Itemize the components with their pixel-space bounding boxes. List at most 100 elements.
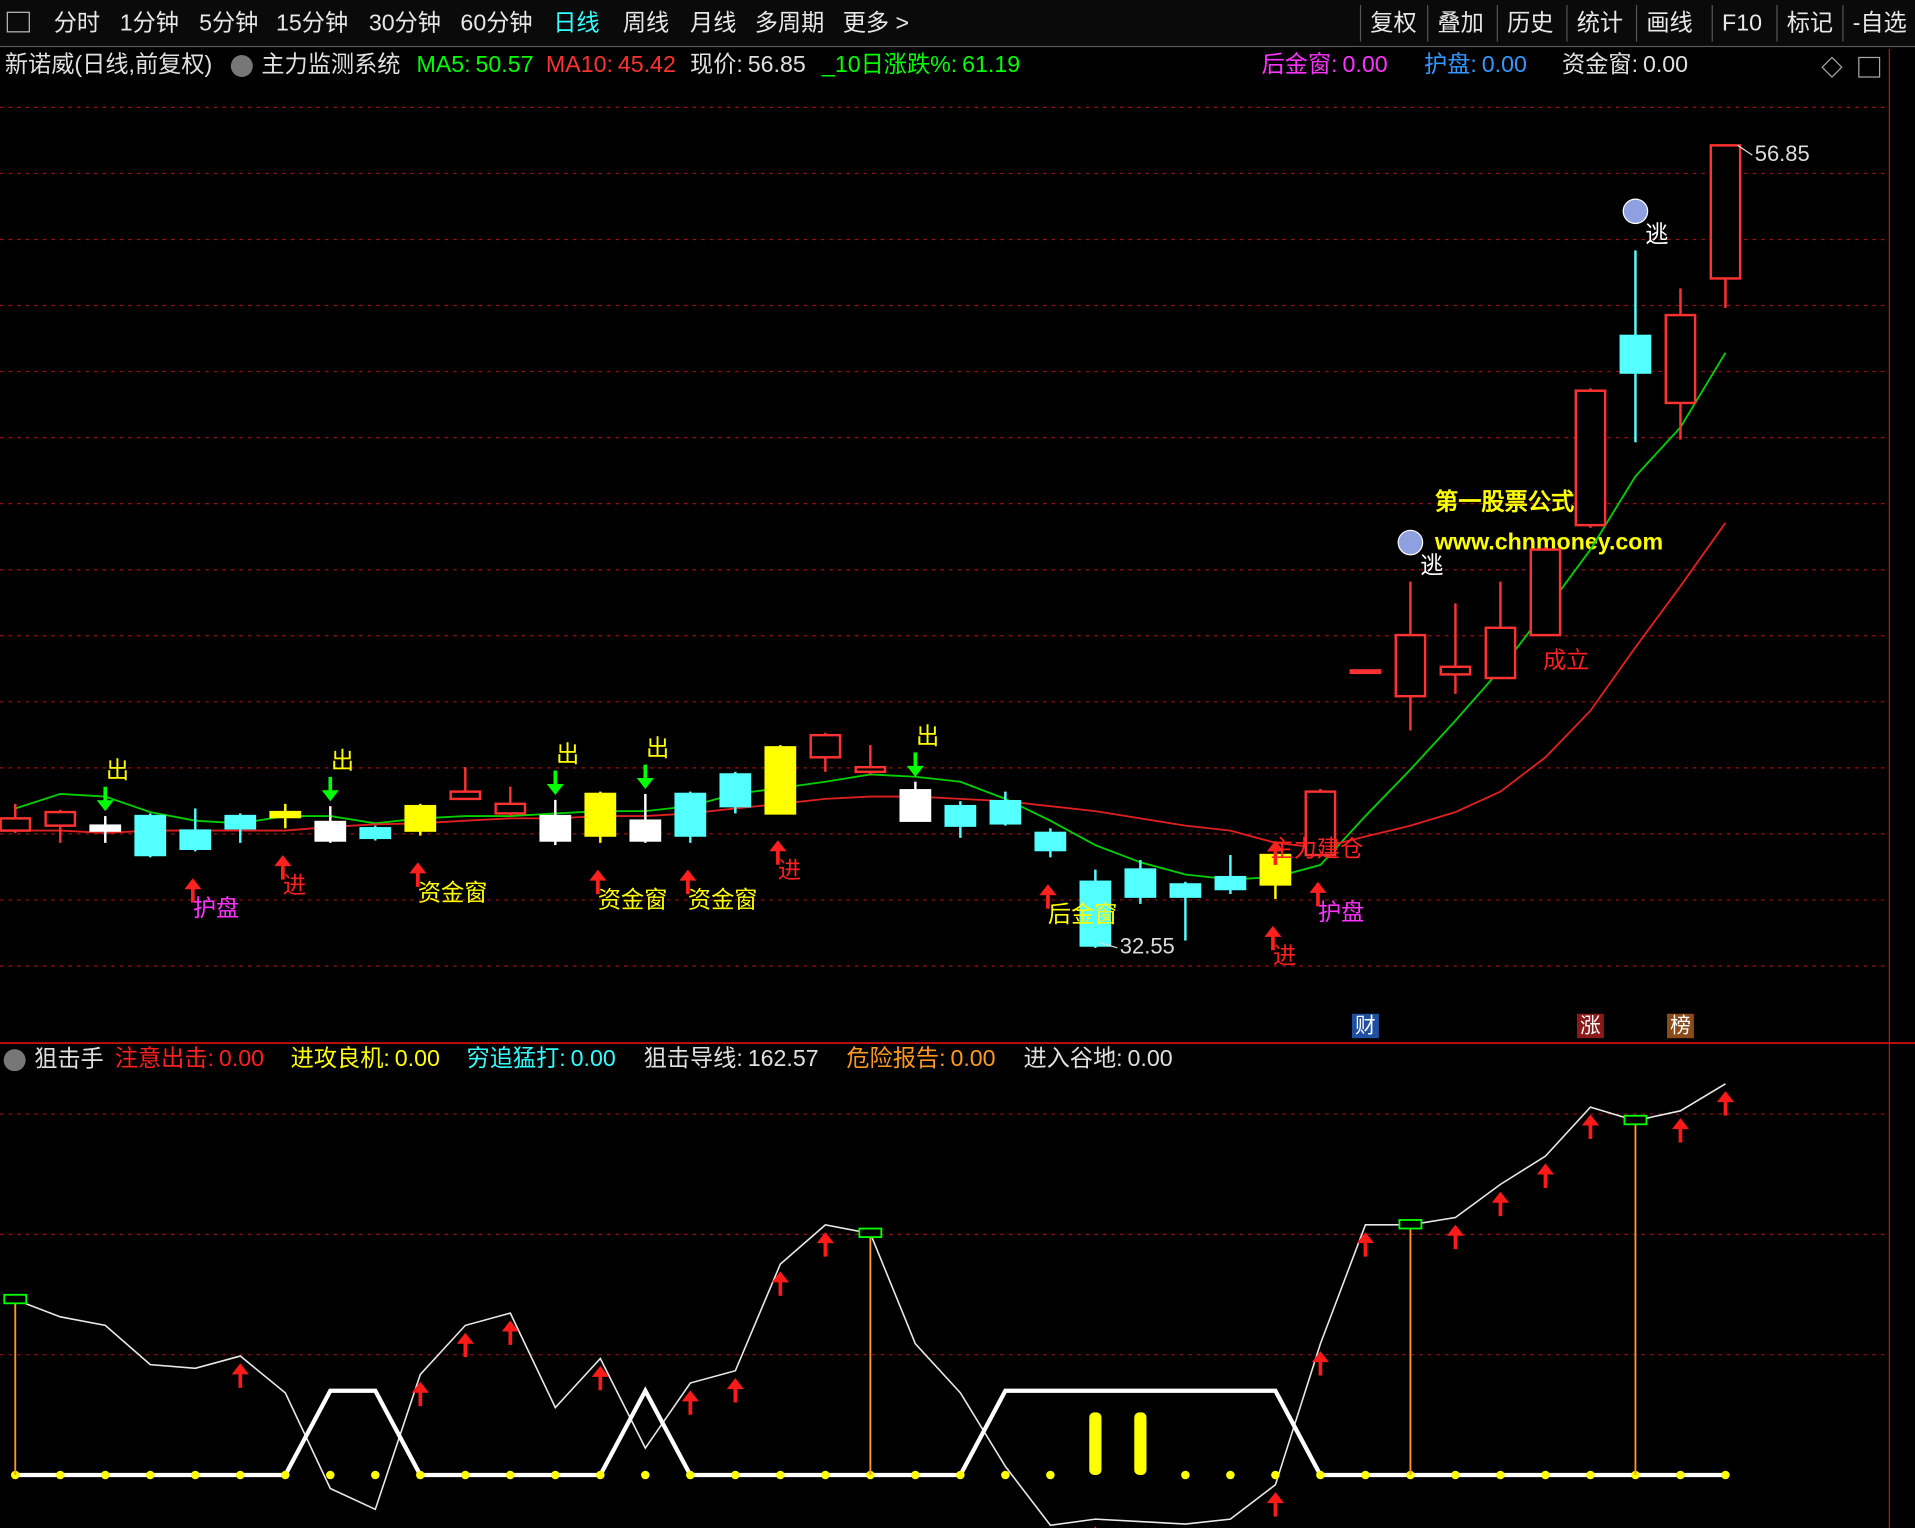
danger-box <box>1623 1114 1648 1126</box>
tool-button[interactable]: 标记 <box>1787 10 1833 36</box>
period-tab[interactable]: 更多 > <box>843 10 909 36</box>
dropdown-icon[interactable] <box>230 55 253 78</box>
period-tab[interactable]: 多周期 <box>755 10 825 36</box>
tool-button[interactable]: F10 <box>1722 10 1762 36</box>
annotation-arrow <box>906 752 924 777</box>
arrow-head <box>501 1320 519 1332</box>
candle-body <box>404 804 437 832</box>
tool-button[interactable]: 统计 <box>1577 10 1623 36</box>
attack-arrow <box>1671 1118 1689 1143</box>
header-item: 穷追猛打: 0.00 <box>467 1045 616 1071</box>
candle-body <box>809 733 842 759</box>
attack-arrow <box>1716 1091 1735 1116</box>
header-value: 0.00 <box>950 1045 995 1071</box>
signal-dot <box>956 1470 965 1480</box>
header-item: 进入谷地: 0.00 <box>1023 1045 1172 1071</box>
arrow-head <box>411 1381 429 1393</box>
annotation: 出 <box>646 735 669 761</box>
signal-dot <box>731 1470 740 1480</box>
candle-body <box>1169 883 1202 898</box>
arrow-head <box>1039 884 1057 896</box>
arrow-head <box>906 765 924 777</box>
arrow-head <box>589 869 607 881</box>
period-tab[interactable]: 15分钟 <box>276 10 348 36</box>
period-tab[interactable]: 周线 <box>623 10 669 36</box>
badge[interactable] <box>1577 1013 1604 1039</box>
header-value: 0.00 <box>1343 51 1388 77</box>
signal-dot <box>326 1470 335 1480</box>
diamond-icon[interactable] <box>1821 56 1843 78</box>
badge-text[interactable]: 涨 <box>1580 1015 1601 1038</box>
period-tab[interactable]: 30分钟 <box>369 10 441 36</box>
annotation: 资金窗 <box>598 887 668 913</box>
candle-body <box>314 820 347 842</box>
period-tab[interactable]: 5分钟 <box>199 10 258 36</box>
badge-text[interactable]: 财 <box>1355 1015 1376 1038</box>
candle-body <box>1304 790 1337 857</box>
header-value: 162.57 <box>748 1045 819 1071</box>
signal-dot <box>551 1470 560 1480</box>
header-label: MA5: <box>416 51 470 77</box>
tool-button[interactable]: 复权 <box>1370 10 1416 36</box>
annotation: 出 <box>331 747 354 773</box>
arrow-head <box>591 1365 609 1377</box>
tool-button[interactable]: -自选 <box>1853 10 1907 36</box>
arrow-head <box>816 1232 834 1244</box>
badge[interactable] <box>1351 1013 1379 1039</box>
signal-dot <box>416 1470 425 1480</box>
danger-box <box>3 1293 28 1305</box>
period-tab[interactable]: 1分钟 <box>120 10 179 36</box>
badge-text[interactable]: 榜 <box>1670 1015 1691 1038</box>
header-item: 资金窗: 0.00 <box>1562 51 1688 77</box>
badge[interactable] <box>1667 1013 1694 1039</box>
low-pointer <box>1100 942 1118 949</box>
arrow-head <box>681 1390 699 1402</box>
header-label: 护盘: <box>1424 51 1477 77</box>
candle-body <box>899 789 932 822</box>
arrow-head <box>321 790 339 802</box>
arrow-head <box>636 778 654 790</box>
toolbar-bg <box>0 0 1915 47</box>
arrow-head <box>771 1271 789 1283</box>
candle-body <box>0 817 32 832</box>
candle-body <box>494 802 527 815</box>
dropdown-icon[interactable] <box>3 1049 26 1072</box>
window-icon[interactable] <box>1858 56 1881 78</box>
arrow-head <box>1716 1091 1735 1103</box>
period-tab[interactable]: 60分钟 <box>460 10 532 36</box>
attack-arrow <box>231 1363 249 1388</box>
annotation: 护盘 <box>1318 899 1364 925</box>
signal-dot <box>1496 1470 1505 1480</box>
header-label: 狙击导线: <box>644 1045 743 1071</box>
arrow-head <box>1356 1232 1374 1244</box>
tool-button[interactable]: 画线 <box>1646 10 1692 36</box>
candle-body <box>1394 633 1427 698</box>
signal-dot <box>101 1470 110 1480</box>
header-value: 0.00 <box>219 1045 264 1071</box>
ma-line <box>15 522 1727 849</box>
period-tab[interactable]: 月线 <box>690 10 736 36</box>
header-label: MA10: <box>546 51 613 77</box>
candle-body <box>1709 144 1742 280</box>
signal-dot <box>776 1470 785 1480</box>
candle-body <box>1574 389 1607 527</box>
annotation: 成立 <box>1543 647 1589 673</box>
arrow-head <box>726 1378 744 1390</box>
toolbar-icon[interactable] <box>6 11 30 33</box>
tool-button[interactable]: 历史 <box>1507 10 1553 36</box>
arrow-head <box>1536 1163 1554 1175</box>
annotation: 护盘 <box>193 895 239 921</box>
period-tab[interactable]: 分时 <box>54 10 100 36</box>
annotation: 逃 <box>1645 221 1668 247</box>
candle-body <box>629 819 662 842</box>
annotation: 主力建仓 <box>1271 835 1364 861</box>
annotation-arrow <box>679 869 697 895</box>
candle-body <box>539 814 572 842</box>
watermark: 第一股票公式网 <box>1435 488 1597 514</box>
signal-dot <box>1001 1470 1010 1480</box>
candle-body <box>89 824 122 832</box>
annotation-arrow <box>96 786 114 812</box>
tool-button[interactable]: 叠加 <box>1437 10 1483 36</box>
period-tab[interactable]: 日线 <box>553 10 599 36</box>
